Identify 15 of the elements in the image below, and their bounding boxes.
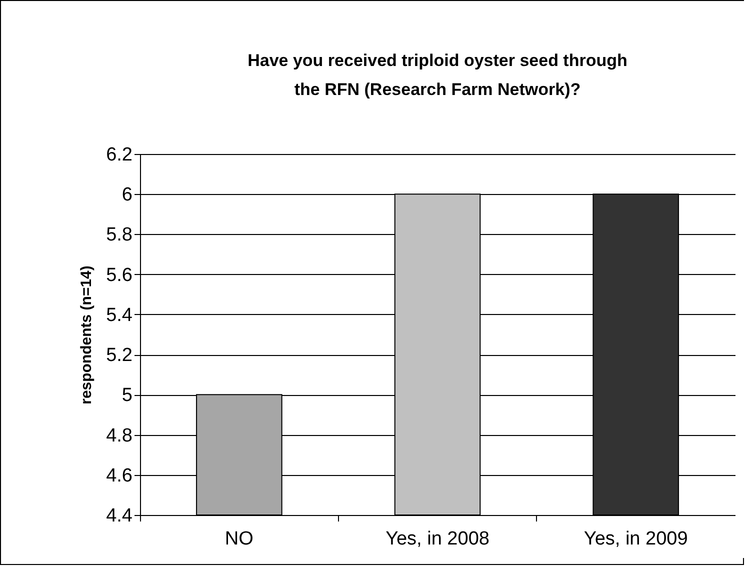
y-tick-label: 4.4 — [106, 506, 133, 526]
y-tick-label: 5 — [122, 385, 132, 406]
y-axis-title: respondents (n=14) — [78, 266, 96, 404]
y-tick-label: 4.8 — [106, 425, 132, 446]
y-tick-label: 4.6 — [106, 465, 132, 486]
y-tick-label: 6.2 — [106, 144, 132, 166]
chart-title: Have you received triploid oyster seed through the RFN (Research Farm Network)? — [248, 51, 628, 99]
y-tick-label: 5.2 — [106, 345, 132, 366]
y-tick-label: 5.6 — [106, 264, 132, 286]
x-tick-label: Yes, in 2008 — [386, 528, 490, 550]
x-tick-label: NO — [224, 528, 254, 550]
y-tick-label: 6 — [122, 184, 132, 206]
y-tick-label: 5.4 — [106, 304, 133, 326]
y-tick-label: 5.8 — [106, 224, 132, 246]
x-tick-label: Yes, in 2009 — [584, 528, 688, 550]
